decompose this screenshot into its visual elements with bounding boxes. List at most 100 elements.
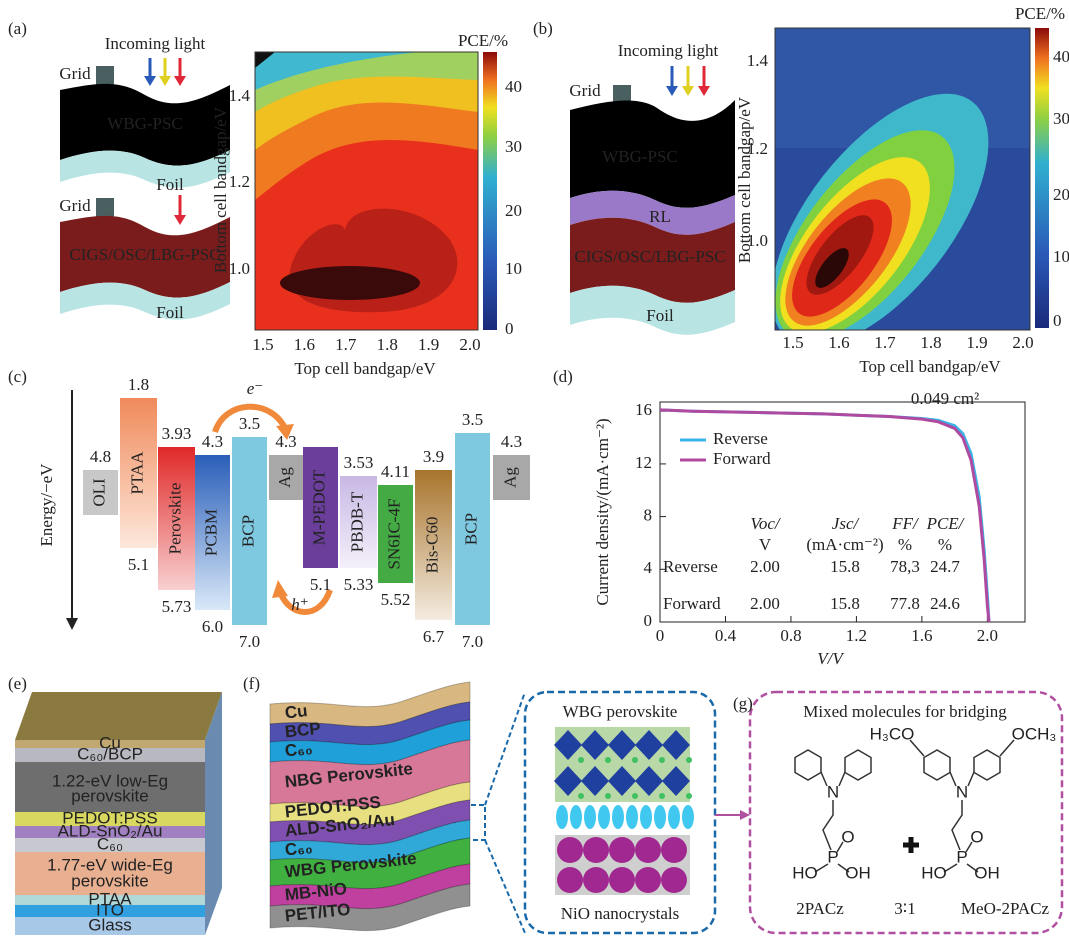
panel-label: (e): [8, 674, 27, 693]
layer-label: BCP: [461, 513, 480, 545]
cation: [578, 793, 584, 799]
table-cell: 24.7: [930, 557, 960, 576]
cation: [659, 757, 665, 763]
panel-label: (f): [243, 674, 260, 693]
colorbar-tick-label: 10: [505, 259, 522, 278]
colorbar: [1035, 28, 1049, 328]
energy-value: 4.3: [275, 432, 296, 451]
y-tick-label: 1.4: [747, 51, 769, 70]
shape: [272, 580, 288, 598]
nio-crystal: [635, 867, 661, 893]
table-cell: Reverse: [663, 557, 718, 576]
page: {"panel_a":{"label":"(a)","incoming_ligh…: [0, 0, 1069, 940]
ligand: [654, 805, 666, 829]
atom-label: OH: [845, 863, 871, 882]
table-header: V: [759, 535, 772, 554]
atom-label: H₃CO: [870, 724, 915, 743]
colorbar-tick-label: 30: [1053, 109, 1069, 128]
energy-value: 7.0: [239, 632, 260, 651]
layer-label: BCP: [284, 719, 322, 742]
panel-label: (b): [533, 19, 553, 38]
grid-label: Grid: [59, 64, 91, 83]
y-tick-label: 12: [635, 453, 652, 472]
ligand: [570, 805, 582, 829]
energy-value: 3.5: [239, 414, 260, 433]
ligand: [668, 805, 680, 829]
energy-value: 4.8: [90, 447, 111, 466]
cell-label: WBG-PSC: [602, 147, 678, 166]
layer-label: C₆₀: [284, 739, 314, 761]
panel-label: (a): [8, 19, 27, 38]
panel-label: (g): [733, 694, 753, 713]
y-tick-label: 1.4: [229, 86, 251, 105]
cell-schematic-a: [60, 66, 230, 320]
table-header: %: [898, 535, 912, 554]
atom-label: P: [827, 847, 838, 866]
y-axis-label: Energy/−eV: [37, 463, 56, 547]
table-header: FF/: [891, 514, 920, 533]
nio-crystal: [557, 867, 583, 893]
layer-label: Ag: [275, 467, 294, 488]
colorbar-tick-label: 20: [505, 201, 522, 220]
x-tick-label: 1.7: [335, 335, 357, 354]
ligand: [626, 805, 638, 829]
energy-value: 4.3: [202, 432, 223, 451]
x-tick-label: 0.8: [780, 626, 801, 645]
layer-label: perovskite: [71, 786, 148, 805]
atom-label: O: [841, 827, 854, 846]
x-axis-label: Top cell bandgap/eV: [294, 359, 436, 378]
layer-label: Perovskite: [165, 483, 184, 555]
layer-label: C₆₀: [97, 834, 123, 853]
atom-label: OH: [974, 863, 1000, 882]
shape: [280, 266, 420, 300]
y-tick-label: 1.0: [229, 259, 250, 278]
grid-label: Grid: [59, 196, 91, 215]
x-tick-label: 0: [656, 626, 665, 645]
energy-value: 6.0: [202, 617, 223, 636]
title: Mixed molecules for bridging: [803, 702, 1007, 721]
y-tick-label: 16: [635, 400, 652, 419]
molecule-name: 2PACz: [796, 899, 844, 918]
figure: (a) Incoming light Grid Grid WBG-PSC CIGS/OSC…: [0, 0, 1069, 940]
heatmap-b: [731, 28, 1030, 383]
nio-crystal: [583, 867, 609, 893]
colorbar-tick-label: 20: [1053, 185, 1069, 204]
atom-label: HO: [792, 863, 818, 882]
energy-value: 4.3: [501, 432, 522, 451]
atom-label: HO: [921, 863, 947, 882]
light-label: Incoming light: [618, 41, 719, 60]
atom-label: P: [956, 847, 967, 866]
heatmap-a: [255, 52, 478, 330]
cation: [605, 793, 611, 799]
ligand: [556, 805, 568, 829]
table-header: PCE/: [926, 514, 966, 533]
cell-label: WBG-PSC: [107, 114, 183, 133]
cell-label: CIGS/OSC/LBG-PSC: [574, 247, 725, 266]
atom-label: OCH₃: [1012, 724, 1057, 743]
layer-label: Ag: [500, 467, 519, 488]
panel-label: (c): [8, 367, 27, 386]
cation: [659, 793, 665, 799]
layer-label: OLI: [89, 478, 108, 507]
energy-value: 3.93: [162, 424, 192, 443]
ligand: [640, 805, 652, 829]
colorbar-tick-label: 30: [505, 137, 522, 156]
ligand: [682, 805, 694, 829]
table-cell: 77.8: [890, 594, 920, 613]
x-tick-label: 1.6: [911, 626, 932, 645]
energy-value: 3.9: [423, 447, 444, 466]
y-axis-label: Current density/(mA·cm⁻²): [593, 418, 612, 605]
atom-label: O: [970, 827, 983, 846]
table-cell: 78,3: [890, 557, 920, 576]
x-tick-label: 1.8: [377, 335, 398, 354]
x-axis-label: Top cell bandgap/eV: [859, 357, 1001, 376]
foil-label: Foil: [156, 175, 184, 194]
ligand: [598, 805, 610, 829]
cation: [578, 757, 584, 763]
table-cell: Forward: [663, 594, 721, 613]
table-cell: 2.00: [750, 594, 780, 613]
table-cell: 24.6: [930, 594, 960, 613]
cation: [632, 757, 638, 763]
nio-crystal: [557, 837, 583, 863]
energy-value: 5.1: [128, 555, 149, 574]
